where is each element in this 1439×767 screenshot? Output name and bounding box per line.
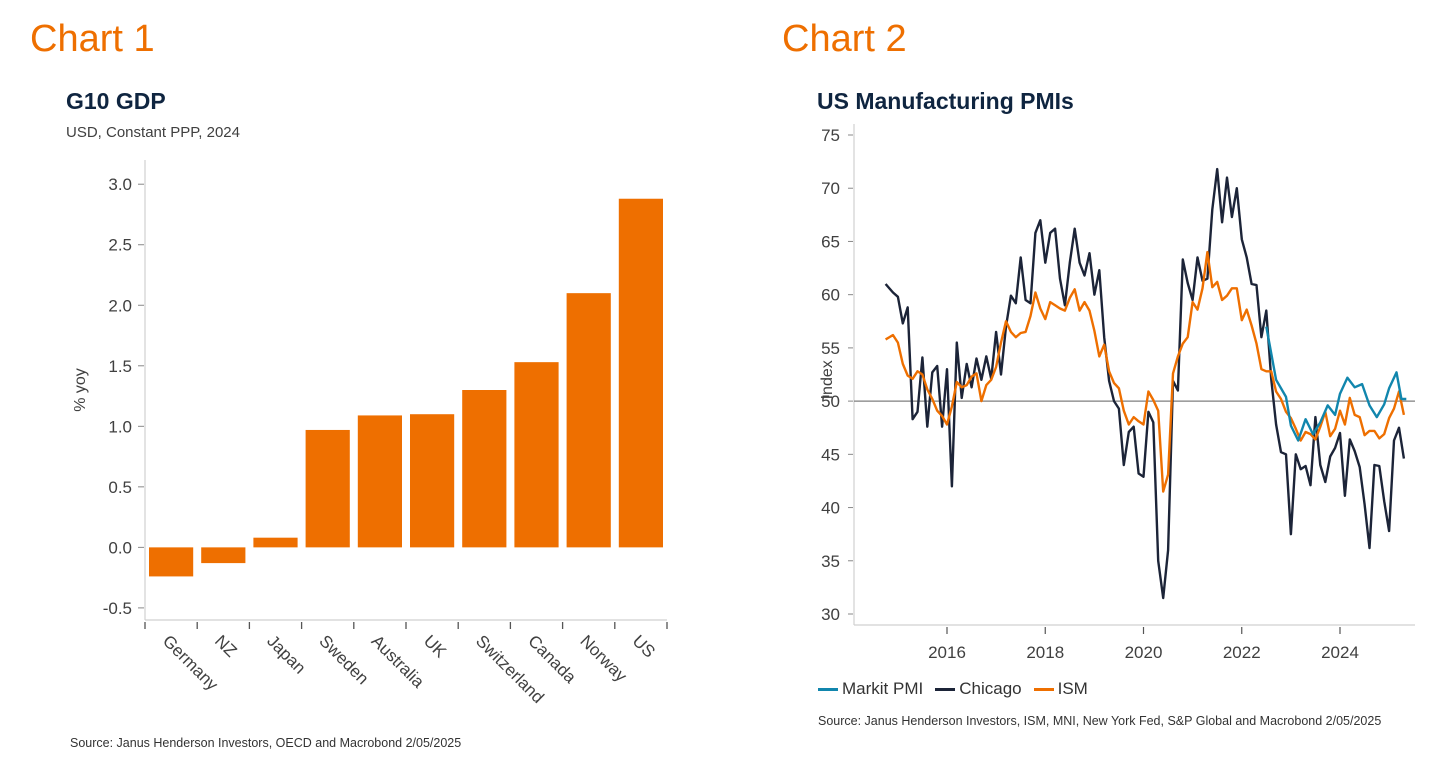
- bar-germany: [149, 547, 194, 577]
- y-tick-label: 50: [821, 392, 840, 411]
- y-tick-label: 75: [821, 126, 840, 145]
- bar-sweden: [305, 429, 350, 548]
- x-tick-label: UK: [420, 631, 451, 662]
- legend-label-chicago: Chicago: [959, 679, 1022, 698]
- x-tick-label: Japan: [263, 631, 309, 677]
- x-tick-label: 2016: [928, 643, 966, 662]
- bar-japan: [253, 537, 298, 548]
- pmi-line-chart: 30 35 40 45 50 55 60 65 70 75 2016 2018 2020 2022 2024…: [819, 124, 1415, 662]
- y-tick-label: -0.5: [103, 599, 132, 618]
- legend-item-markit: Markit PMI: [818, 679, 923, 699]
- y-tick-label: 35: [821, 552, 840, 571]
- series-line-ism: [884, 250, 1406, 493]
- y-tick-label: 0.0: [108, 538, 132, 557]
- bar-uk: [410, 414, 455, 548]
- x-tick-label: 2020: [1125, 643, 1163, 662]
- legend-item-chicago: Chicago: [935, 679, 1022, 699]
- y-tick-label: 30: [821, 605, 840, 624]
- y-tick-label: 1.5: [108, 357, 132, 376]
- chart2-legend: Markit PMI Chicago ISM: [818, 679, 1094, 699]
- bar-norway: [566, 293, 611, 548]
- x-tick-label: Germany: [159, 631, 222, 694]
- legend-item-ism: ISM: [1033, 679, 1088, 699]
- chart1-title: G10 GDP: [66, 88, 166, 114]
- x-tick-label: 2022: [1223, 643, 1261, 662]
- chart1-subtitle: USD, Constant PPP, 2024: [66, 124, 240, 141]
- x-tick-label: Norway: [576, 631, 631, 686]
- y-tick-label: 60: [821, 286, 840, 305]
- legend-label-markit: Markit PMI: [842, 679, 924, 698]
- x-tick-label: Sweden: [315, 631, 372, 688]
- x-tick-label: NZ: [211, 631, 240, 660]
- x-tick-label: Australia: [368, 631, 429, 692]
- x-tick-label: 2024: [1321, 643, 1359, 662]
- series-line-chicago: [884, 167, 1406, 600]
- chart1-label: Chart 1: [30, 18, 155, 60]
- bar-australia: [357, 415, 402, 548]
- y-tick-label: 2.5: [108, 236, 132, 255]
- legend-label-ism: ISM: [1057, 679, 1088, 698]
- y-tick-label: 1.0: [108, 417, 132, 436]
- series-line-markit-pmi: [1265, 326, 1407, 442]
- y-axis-label: % yoy: [72, 368, 89, 412]
- legend-swatch-chicago: [935, 687, 956, 691]
- y-tick-label: 65: [821, 232, 840, 251]
- legend-swatch-markit: [818, 687, 838, 691]
- y-tick-label: 40: [821, 499, 840, 518]
- y-tick-label: 70: [821, 179, 840, 198]
- y-axis-label: Index: [819, 360, 836, 399]
- chart2-label: Chart 2: [782, 18, 907, 60]
- y-tick-label: 45: [821, 445, 840, 464]
- bar-nz: [201, 547, 246, 564]
- bar-switzerland: [462, 390, 507, 548]
- legend-swatch-ism: [1033, 687, 1054, 691]
- x-tick-label: US: [629, 631, 659, 661]
- bar-us: [618, 198, 663, 548]
- chart2-source: Source: Janus Henderson Investors, ISM, …: [818, 714, 1382, 728]
- chart2-title: US Manufacturing PMIs: [817, 88, 1074, 114]
- y-tick-label: 55: [821, 339, 840, 358]
- y-tick-label: 3.0: [108, 175, 132, 194]
- bar-canada: [514, 362, 559, 548]
- y-tick-label: 2.0: [108, 296, 132, 315]
- x-tick-label: 2018: [1026, 643, 1064, 662]
- chart1-source: Source: Janus Henderson Investors, OECD …: [70, 736, 462, 750]
- y-tick-label: 0.5: [108, 478, 132, 497]
